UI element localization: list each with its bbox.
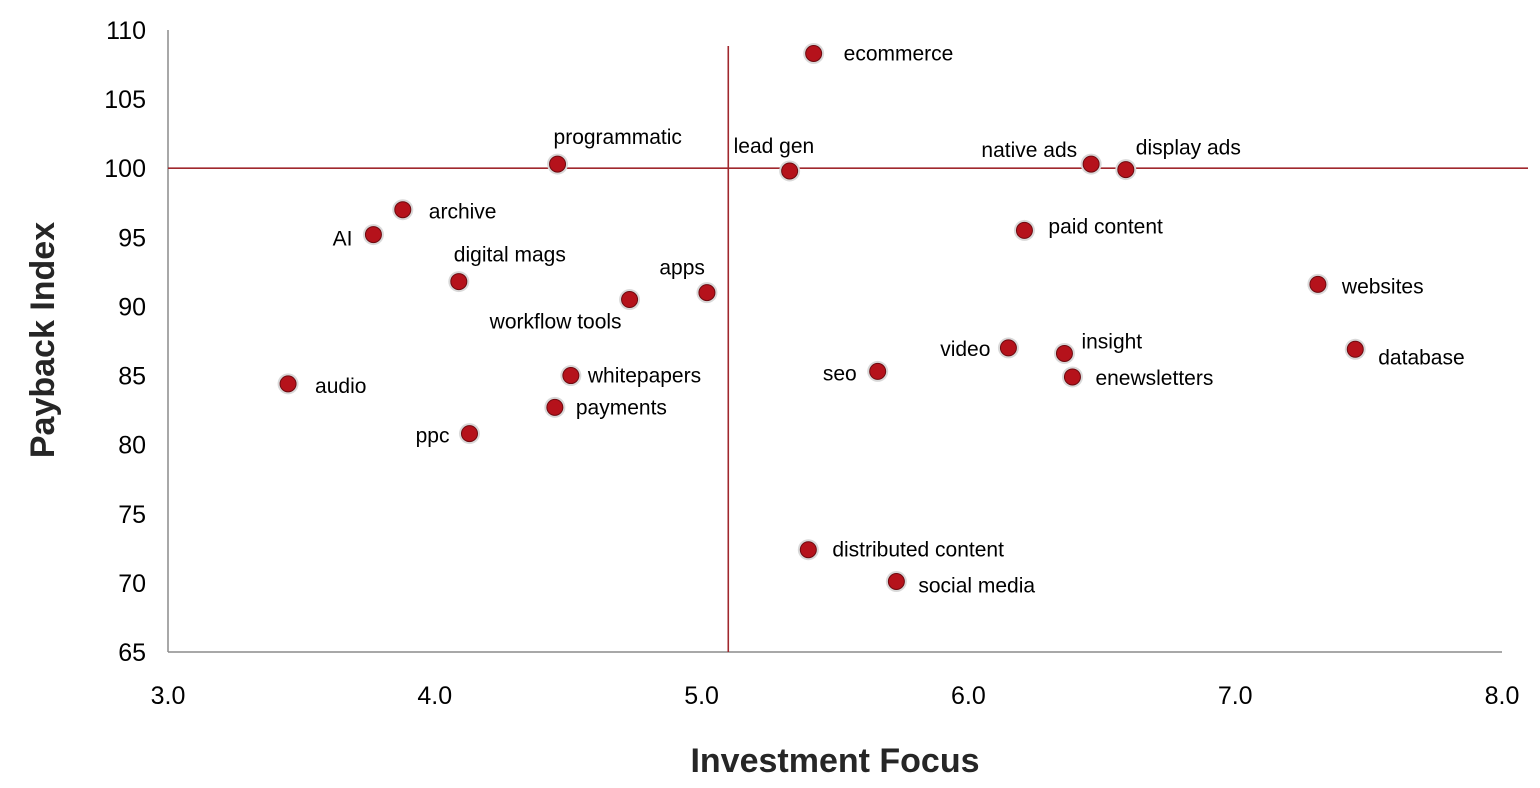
data-point	[394, 201, 412, 219]
y-tick-label: 80	[118, 432, 146, 460]
x-tick-label: 3.0	[151, 682, 186, 710]
data-point	[1309, 275, 1327, 293]
data-label: native ads	[981, 139, 1077, 162]
data-point	[999, 339, 1017, 357]
axes: 65 70 75 80 85 90 95 100 105 110 3.0 4.0 5.0 6.0 7.0 8.…	[104, 17, 1519, 710]
data-point	[621, 291, 639, 309]
x-tick-label: 5.0	[684, 682, 719, 710]
x-axis-title: Investment Focus	[690, 742, 979, 780]
data-label: programmatic	[554, 126, 682, 149]
data-label: lead gen	[734, 135, 815, 158]
data-label: paid content	[1048, 215, 1163, 238]
data-label: apps	[659, 257, 705, 280]
data-point	[1346, 340, 1364, 358]
data-label: video	[940, 338, 990, 361]
data-point	[1082, 155, 1100, 173]
data-label: AI	[333, 228, 353, 251]
data-point	[1063, 368, 1081, 386]
data-point	[1015, 221, 1033, 239]
y-tick-label: 90	[118, 293, 146, 321]
x-tick-label: 6.0	[951, 682, 986, 710]
data-point	[805, 44, 823, 62]
data-point	[869, 362, 887, 380]
data-point	[450, 273, 468, 291]
data-point	[781, 162, 799, 180]
data-point	[562, 367, 580, 385]
data-label: seo	[823, 362, 857, 385]
data-label: distributed content	[832, 539, 1004, 562]
y-tick-label: 105	[104, 86, 146, 114]
data-point	[549, 155, 567, 173]
y-tick-label: 95	[118, 224, 146, 252]
data-label: social media	[918, 575, 1035, 598]
data-point	[279, 375, 297, 393]
data-label: archive	[429, 201, 497, 224]
data-label: display ads	[1136, 137, 1241, 160]
data-label: ppc	[416, 425, 450, 448]
data-point	[1055, 344, 1073, 362]
data-label: whitepapers	[587, 365, 701, 388]
data-label: enewsletters	[1095, 367, 1213, 390]
data-label: websites	[1341, 275, 1424, 298]
y-tick-label: 65	[118, 639, 146, 667]
data-points	[277, 42, 1366, 593]
y-tick-label: 85	[118, 363, 146, 391]
data-point	[887, 573, 905, 591]
data-label: payments	[576, 396, 667, 419]
y-axis-title: Payback Index	[24, 222, 62, 458]
y-tick-label: 75	[118, 501, 146, 529]
data-point	[546, 398, 564, 416]
data-point	[460, 425, 478, 443]
data-point	[698, 284, 716, 302]
x-tick-label: 7.0	[1218, 682, 1253, 710]
data-point	[1117, 161, 1135, 179]
data-label: audio	[315, 375, 366, 398]
x-tick-label: 8.0	[1485, 682, 1520, 710]
data-point	[364, 226, 382, 244]
data-label: digital mags	[454, 244, 566, 267]
data-point	[799, 541, 817, 559]
y-tick-label: 70	[118, 570, 146, 598]
point-labels: ecommerce programmatic lead gen native ads d…	[315, 42, 1465, 597]
x-tick-label: 4.0	[417, 682, 452, 710]
data-label: database	[1378, 346, 1464, 369]
data-label: insight	[1081, 330, 1142, 353]
y-tick-label: 110	[106, 17, 146, 45]
reference-lines	[168, 46, 1528, 652]
y-tick-label: 100	[104, 155, 146, 183]
data-label: ecommerce	[844, 42, 954, 65]
data-label: workflow tools	[489, 311, 622, 334]
